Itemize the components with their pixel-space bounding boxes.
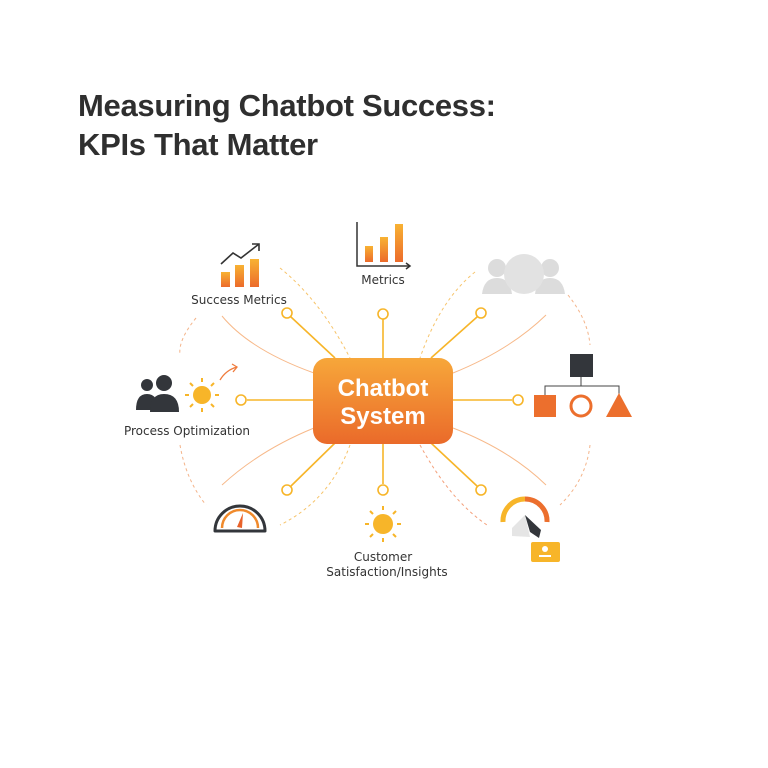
team-sun-icon (136, 363, 238, 412)
bar-chart-icon (356, 222, 412, 270)
node-connector (281, 307, 293, 319)
center-node: Chatbot System (313, 358, 453, 444)
center-line-1: Chatbot (338, 375, 429, 402)
center-line-2: System (340, 403, 425, 430)
hierarchy-shapes-icon (534, 354, 632, 418)
user-card-icon (531, 542, 560, 562)
label-process-optimization: Process Optimization (124, 424, 250, 438)
node-connector (512, 394, 524, 406)
speedometer-icon (213, 504, 267, 533)
sun-icon (365, 506, 401, 542)
spokes (235, 307, 524, 496)
node-connector (475, 484, 487, 496)
label-metrics: Metrics (361, 273, 405, 287)
title-line-2: KPIs That Matter (78, 127, 318, 162)
page-title: Measuring Chatbot Success: KPIs That Mat… (78, 86, 496, 164)
label-customer: Customer (354, 550, 412, 564)
node-connector (377, 308, 389, 320)
node-connector (475, 307, 487, 319)
users-group-icon (482, 254, 565, 294)
gauge-cursor-icon (500, 496, 550, 538)
node-connector (281, 484, 293, 496)
node-connector (235, 394, 247, 406)
label-success-metrics: Success Metrics (191, 293, 287, 307)
node-connector (377, 484, 389, 496)
title-line-1: Measuring Chatbot Success: (78, 88, 496, 123)
curved-arrows (221, 314, 547, 486)
dashed-arcs (179, 267, 591, 526)
bar-chart-trend-icon (220, 243, 260, 287)
label-satisfaction-insights: Satisfaction/Insights (326, 565, 447, 579)
